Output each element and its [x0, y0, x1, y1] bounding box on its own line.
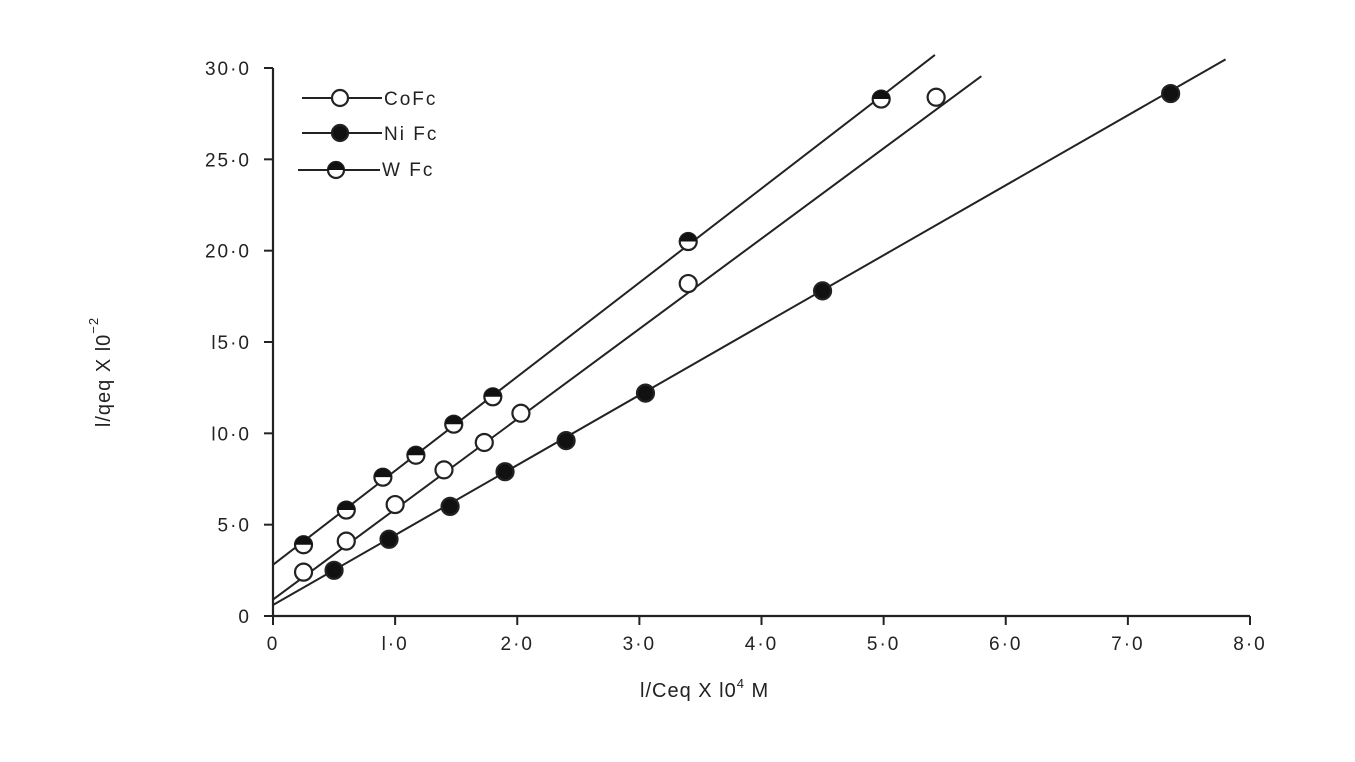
y-axis-title: l/qeq X l0−2	[86, 317, 115, 427]
legend-item-cofc: CoFc	[302, 88, 437, 110]
data-point-wfc	[293, 535, 314, 555]
data-point-wfc	[406, 445, 426, 465]
data-point-cofc	[434, 460, 454, 480]
y-tick-label: l5·0	[211, 333, 251, 354]
x-tick-label: 4·0	[745, 634, 778, 655]
data-point-nifc	[1161, 83, 1181, 104]
data-point-cofc	[474, 432, 494, 453]
data-point-cofc	[511, 403, 531, 423]
x-tick-label: 6·0	[989, 634, 1022, 655]
data-point-wfc	[373, 467, 393, 487]
legend-marker-open	[330, 88, 350, 108]
x-tick-label: 8·0	[1233, 634, 1266, 655]
data-point-nifc	[495, 462, 515, 482]
y-tick-label: 25·0	[205, 150, 251, 171]
data-point-cofc	[385, 494, 405, 515]
ticks: 0 l·0 2·0 3·0 4·0 5·0 6·0 7·0 8·0 0 5·0 l0·0 l5·0 20·…	[205, 59, 1266, 655]
data-point-nifc	[440, 496, 460, 516]
legend-label-wfc: W Fc	[382, 160, 434, 181]
legend-label-nifc: Ni Fc	[384, 124, 438, 145]
x-tick-label: l·0	[382, 634, 409, 655]
data-point-nifc	[635, 383, 656, 403]
fit-line-wfc	[272, 54, 936, 566]
fit-line-cofc	[272, 75, 982, 601]
data-point-nifc	[556, 431, 576, 451]
legend-marker-half	[326, 160, 346, 180]
legend-label-cofc: CoFc	[384, 89, 437, 110]
x-tick-label: 5·0	[867, 634, 900, 655]
legend: CoFc Ni Fc W Fc	[298, 88, 438, 181]
data-points	[293, 83, 1181, 582]
fit-line-nifc	[272, 58, 1227, 606]
x-axis-title: l/Ceq X l04 M	[640, 676, 769, 702]
axes	[271, 68, 1250, 618]
x-tick-label: 7·0	[1111, 634, 1144, 655]
data-point-wfc	[678, 231, 698, 252]
data-point-cofc	[293, 562, 314, 582]
data-point-cofc	[336, 531, 356, 551]
data-point-wfc	[871, 89, 891, 109]
data-point-wfc	[336, 500, 356, 520]
y-tick-label: 5·0	[218, 516, 251, 537]
data-point-nifc	[324, 560, 344, 580]
data-point-cofc	[678, 273, 698, 294]
legend-item-wfc: W Fc	[298, 160, 434, 181]
x-tick-label: 0	[267, 634, 280, 655]
y-tick-label: 30·0	[205, 59, 251, 80]
x-tick-label: 2·0	[501, 634, 534, 655]
data-point-nifc	[812, 281, 833, 301]
legend-marker-filled	[330, 123, 350, 143]
y-tick-label: 20·0	[205, 242, 251, 263]
y-tick-label: l0·0	[211, 424, 251, 445]
x-tick-label: 3·0	[623, 634, 656, 655]
y-tick-label: 0	[238, 607, 251, 628]
data-point-cofc	[926, 87, 946, 107]
data-point-nifc	[379, 529, 399, 549]
data-point-wfc	[444, 414, 464, 434]
legend-item-nifc: Ni Fc	[302, 123, 438, 145]
data-point-wfc	[483, 387, 503, 407]
